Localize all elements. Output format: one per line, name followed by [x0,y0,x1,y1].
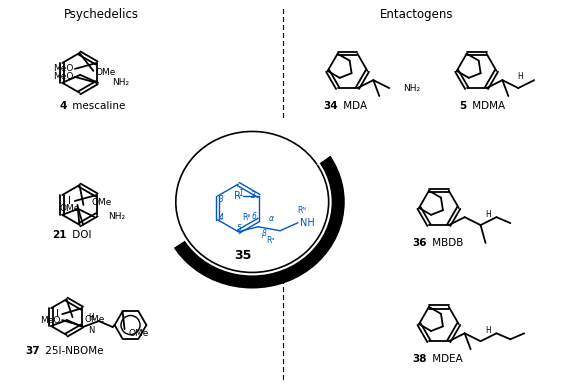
Text: α: α [269,214,273,223]
Text: 35: 35 [234,249,252,262]
Text: 36: 36 [413,238,427,248]
Text: 5: 5 [237,224,242,233]
Text: H: H [486,210,491,219]
Text: I: I [68,196,71,206]
Text: Rᴺ: Rᴺ [297,206,306,216]
Text: β: β [261,229,265,238]
Text: R: R [234,191,241,201]
Text: N: N [89,325,95,334]
Text: 2: 2 [251,192,256,200]
Text: MeO: MeO [53,72,73,81]
Text: Rᵅ: Rᵅ [266,236,275,245]
Ellipse shape [173,128,332,276]
Text: OMe: OMe [95,68,115,77]
Text: MBDB: MBDB [429,238,464,248]
Text: Entactogens: Entactogens [380,8,454,21]
Text: MDEA: MDEA [429,354,462,364]
Text: 4: 4 [59,101,67,111]
Text: OMe: OMe [59,204,80,213]
Text: H: H [88,313,94,322]
Text: mescaline: mescaline [68,101,125,111]
Text: 38: 38 [413,354,427,364]
Text: OMe: OMe [91,199,112,207]
Text: OMe: OMe [84,315,105,324]
Text: MDA: MDA [340,101,367,111]
Text: MeO: MeO [40,315,61,325]
Text: OMe: OMe [128,329,149,337]
Text: Psychedelics: Psychedelics [64,8,139,21]
Text: NH: NH [301,218,315,228]
Text: NH₂: NH₂ [403,84,421,92]
Text: 37: 37 [25,346,40,356]
Text: 34: 34 [323,101,337,111]
Text: MDMA: MDMA [469,101,505,111]
Text: I: I [56,309,59,319]
Text: DOI: DOI [68,230,91,240]
Text: NH₂: NH₂ [112,78,129,87]
Text: NH₂: NH₂ [108,212,125,221]
Text: MeO: MeO [53,64,73,74]
Text: H: H [517,72,523,80]
Text: 3: 3 [219,195,224,204]
Text: 1: 1 [239,189,244,198]
Text: 6: 6 [251,212,256,221]
Text: 5: 5 [460,101,467,111]
Text: H: H [486,326,491,335]
Text: 21: 21 [52,230,67,240]
Text: Rᵝ: Rᵝ [242,213,251,222]
Text: 25I-NBOMe: 25I-NBOMe [42,346,103,356]
Text: 4: 4 [218,213,224,222]
